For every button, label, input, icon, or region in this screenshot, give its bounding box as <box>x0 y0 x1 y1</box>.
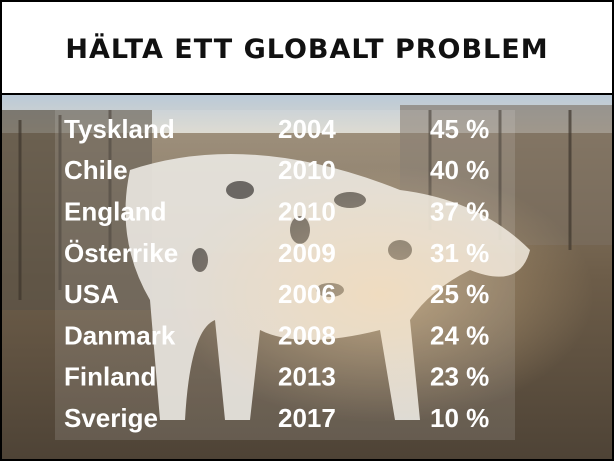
share-cell: 10 % <box>430 403 489 433</box>
year-cell: 2010 <box>278 155 336 185</box>
share-cell: 23 % <box>430 362 489 392</box>
country-cell: Chile <box>64 155 128 185</box>
year-cell: 2017 <box>278 403 336 433</box>
year-cell: 2004 <box>278 114 336 144</box>
year-cell: 2010 <box>278 196 336 226</box>
country-cell: England <box>64 196 167 226</box>
slide: HÄLTA ETT GLOBALT PROBLEM Tyskland 2004 45… <box>0 0 614 461</box>
year-cell: 2008 <box>278 320 336 350</box>
share-cell: 24 % <box>430 320 489 350</box>
year-cell: 2009 <box>278 238 336 268</box>
country-cell: Sverige <box>64 403 158 433</box>
year-cell: 2006 <box>278 279 336 309</box>
share-cell: 40 % <box>430 155 489 185</box>
country-cell: Tyskland <box>64 114 175 144</box>
share-cell: 37 % <box>430 196 489 226</box>
country-cell: Finland <box>64 362 156 392</box>
share-cell: 45 % <box>430 114 489 144</box>
page: HÄLTA ETT GLOBALT PROBLEM Tyskland 2004 45… <box>0 0 614 461</box>
year-cell: 2013 <box>278 362 336 392</box>
country-cell: Österrike <box>64 238 178 268</box>
share-cell: 25 % <box>430 279 489 309</box>
title: HÄLTA ETT GLOBALT PROBLEM <box>65 33 548 65</box>
share-cell: 31 % <box>430 238 489 268</box>
country-cell: USA <box>64 279 119 309</box>
country-cell: Danmark <box>64 320 176 350</box>
